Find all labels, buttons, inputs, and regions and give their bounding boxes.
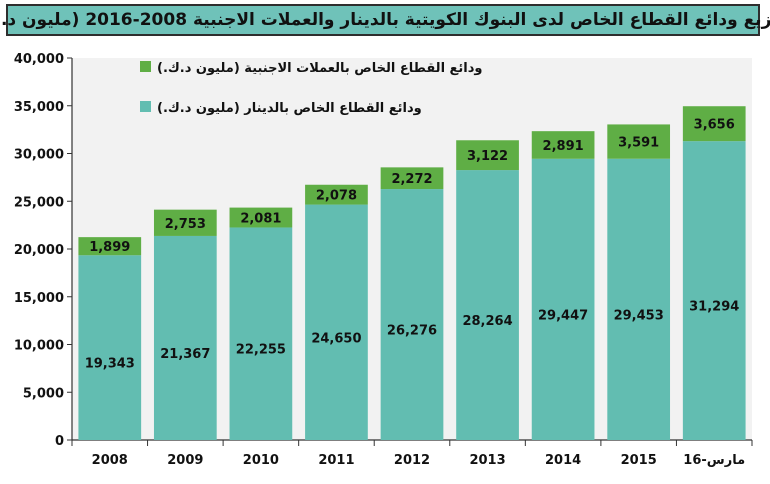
- bar-segment-kd: [380, 189, 444, 440]
- data-label: 28,264: [462, 314, 512, 329]
- bar-segment-fx: [682, 106, 746, 142]
- data-label: 3,122: [467, 149, 508, 164]
- bar-segment-kd: [78, 255, 142, 440]
- x-tick-label: مارس-16: [683, 453, 745, 468]
- legend-swatch: [140, 61, 151, 72]
- bar-segment-fx: [229, 207, 293, 228]
- legend-label: ودائع القطاع الخاص بالدينار (مليون د.ك.): [157, 101, 422, 116]
- y-tick-label: 35,000: [14, 100, 64, 115]
- bar-segment-kd: [682, 141, 746, 440]
- bar-segment-fx: [305, 184, 368, 205]
- data-label: 3,591: [618, 136, 659, 151]
- x-tick-label: 2009: [167, 453, 203, 468]
- bar-segment-kd: [531, 158, 595, 441]
- bar-segment-kd: [305, 204, 368, 440]
- bar-segment-fx: [531, 131, 595, 159]
- chart-title: توزيع ودائع القطاع الخاص لدى البنوك الكو…: [0, 10, 770, 30]
- y-tick-label: 0: [55, 434, 64, 449]
- x-tick-label: 2015: [621, 453, 657, 468]
- x-tick-label: 2014: [545, 453, 581, 468]
- bar-segment-kd: [229, 227, 293, 440]
- y-tick-label: 15,000: [14, 291, 64, 306]
- x-tick-label: 2013: [469, 453, 505, 468]
- chart-title-box: توزيع ودائع القطاع الخاص لدى البنوك الكو…: [0, 4, 770, 36]
- bar-segment-fx: [456, 140, 519, 171]
- bar-segment-kd: [456, 170, 519, 440]
- y-tick-label: 5,000: [23, 386, 64, 401]
- data-label: 29,453: [614, 308, 664, 323]
- data-label: 29,447: [538, 308, 588, 323]
- data-label: 2,891: [543, 139, 584, 154]
- y-tick-label: 25,000: [14, 195, 64, 210]
- bar-segment-fx: [380, 167, 444, 190]
- x-tick-label: 2010: [243, 453, 279, 468]
- data-label: 2,272: [391, 172, 432, 187]
- y-tick-label: 10,000: [14, 339, 64, 354]
- x-tick-label: 2012: [394, 453, 430, 468]
- data-label: 2,753: [165, 217, 206, 232]
- data-label: 1,899: [89, 240, 130, 255]
- legend-label: ودائع القطاع الخاص بالعملات الاجنبية (مل…: [157, 61, 483, 76]
- bar-segment-fx: [607, 124, 671, 159]
- data-label: 2,078: [316, 189, 357, 204]
- data-label: 22,255: [236, 343, 286, 358]
- bar-segment-fx: [153, 209, 217, 236]
- y-tick-label: 30,000: [14, 148, 64, 163]
- data-label: 19,343: [85, 357, 135, 372]
- data-label: 2,081: [240, 212, 281, 227]
- bar-segment-kd: [607, 158, 671, 440]
- data-label: 3,656: [694, 118, 735, 133]
- data-label: 21,367: [160, 347, 210, 362]
- data-label: 31,294: [689, 300, 739, 315]
- x-tick-label: 2011: [318, 453, 354, 468]
- bar-segment-fx: [78, 237, 142, 256]
- legend-swatch: [140, 101, 151, 112]
- y-tick-label: 20,000: [14, 243, 64, 258]
- bar-segment-kd: [153, 235, 217, 440]
- y-tick-label: 40,000: [14, 52, 64, 67]
- x-tick-label: 2008: [92, 453, 128, 468]
- data-label: 24,650: [311, 331, 361, 346]
- data-label: 26,276: [387, 324, 437, 339]
